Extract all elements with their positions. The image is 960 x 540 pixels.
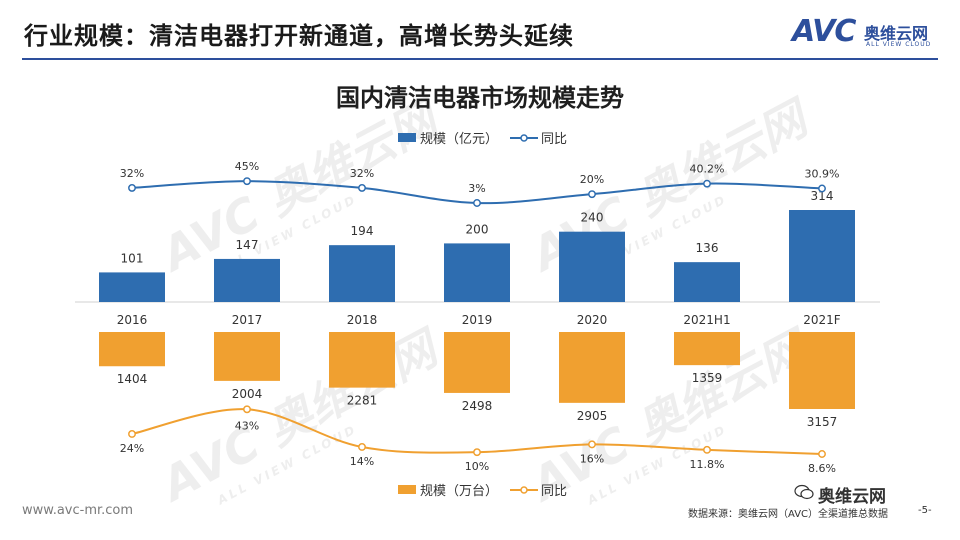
bar-volume-label: 3157	[807, 415, 838, 429]
point-revenue-growth	[818, 184, 826, 193]
point-revenue-growth-label: 32%	[350, 167, 374, 180]
bar-revenue-label: 200	[466, 222, 489, 236]
point-revenue-growth	[588, 190, 596, 199]
legend-top-line-marker	[520, 134, 528, 142]
bar-revenue-label: 147	[236, 238, 259, 252]
bar-revenue-label: 314	[811, 189, 834, 203]
bar-volume-label: 1404	[117, 372, 148, 386]
point-volume-growth	[473, 448, 481, 457]
point-volume-growth-label: 16%	[580, 452, 604, 465]
x-tick-label: 2016	[117, 313, 148, 327]
bar-volume	[99, 332, 165, 367]
bar-volume-label: 2905	[577, 409, 608, 423]
bar-revenue-label: 101	[121, 251, 144, 265]
point-volume-growth-label: 10%	[465, 460, 489, 473]
x-tick-label: 2019	[462, 313, 493, 327]
point-volume-growth	[128, 430, 136, 438]
bar-revenue-label: 240	[581, 211, 604, 225]
point-revenue-growth	[243, 177, 251, 186]
point-revenue-growth-label: 45%	[235, 160, 259, 173]
point-volume-growth	[703, 445, 711, 454]
wechat-icon	[794, 484, 814, 500]
bar-revenue-label: 194	[351, 224, 374, 238]
data-source: 数据来源：奥维云网（AVC）全渠道推总数据	[688, 509, 889, 520]
point-revenue-growth-label: 3%	[468, 182, 485, 195]
bar-revenue	[789, 210, 855, 302]
legend-bottom-bar-swatch	[398, 485, 416, 494]
page-title: 行业规模：清洁电器打开新通道，高增长势头延续	[24, 22, 574, 50]
point-volume-growth	[818, 450, 826, 458]
avc-logo: AVC 奥维云网 ALL VIEW CLOUD	[792, 14, 942, 54]
bar-volume	[214, 332, 280, 381]
point-volume-growth	[588, 440, 596, 449]
bar-volume	[789, 332, 855, 409]
point-volume-growth	[358, 443, 366, 451]
footer-url[interactable]: www.avc-mr.com	[22, 503, 134, 518]
chart-title: 国内清洁电器市场规模走势	[336, 84, 624, 112]
point-volume-growth-label: 8.6%	[808, 462, 836, 475]
logo-en: ALL VIEW CLOUD	[866, 41, 932, 48]
point-revenue-growth	[358, 183, 366, 192]
bar-volume	[559, 332, 625, 403]
bar-revenue	[444, 243, 510, 302]
point-volume-growth-label: 14%	[350, 455, 374, 468]
bar-volume	[444, 332, 510, 393]
bar-volume	[674, 332, 740, 366]
legend-top-bar-label: 规模（亿元）	[420, 132, 498, 147]
bar-volume-label: 2004	[232, 387, 263, 401]
logo-brand: AVC	[792, 14, 856, 49]
x-tick-label: 2020	[577, 313, 608, 327]
bar-revenue	[559, 231, 625, 302]
point-revenue-growth	[703, 179, 711, 188]
header-divider	[22, 58, 938, 60]
legend-bottom-line-label: 同比	[541, 484, 567, 499]
bar-revenue	[214, 258, 280, 302]
wechat-account: 奥维云网	[818, 487, 886, 507]
point-revenue-growth	[473, 199, 481, 207]
point-revenue-growth-label: 30.9%	[805, 167, 840, 180]
page-number: -5-	[918, 505, 932, 516]
legend-top-bar-swatch	[398, 133, 416, 142]
bar-revenue-label: 136	[696, 241, 719, 255]
point-revenue-growth-label: 40.2%	[690, 163, 725, 176]
bar-revenue	[99, 272, 165, 302]
legend-bottom-bar-label: 规模（万台）	[420, 484, 498, 499]
x-tick-label: 2021F	[803, 313, 841, 327]
legend-top-line-label: 同比	[541, 132, 567, 147]
x-tick-label: 2017	[232, 313, 263, 327]
logo-cn: 奥维云网	[864, 24, 929, 43]
bar-volume-label: 1359	[692, 371, 723, 385]
bar-revenue	[674, 262, 740, 302]
point-volume-growth-label: 11.8%	[690, 458, 725, 471]
legend-bottom-line-marker	[520, 486, 528, 494]
x-tick-label: 2018	[347, 313, 378, 327]
x-tick-label: 2021H1	[683, 313, 730, 327]
bar-volume-label: 2498	[462, 399, 493, 413]
point-volume-growth	[243, 405, 251, 414]
point-revenue-growth-label: 20%	[580, 173, 604, 186]
point-volume-growth-label: 43%	[235, 419, 259, 432]
bar-volume-label: 2281	[347, 394, 378, 408]
bar-revenue	[329, 245, 395, 302]
point-revenue-growth-label: 32%	[120, 167, 144, 180]
point-revenue-growth	[128, 183, 136, 192]
bar-volume	[329, 332, 395, 388]
point-volume-growth-label: 24%	[120, 442, 144, 455]
